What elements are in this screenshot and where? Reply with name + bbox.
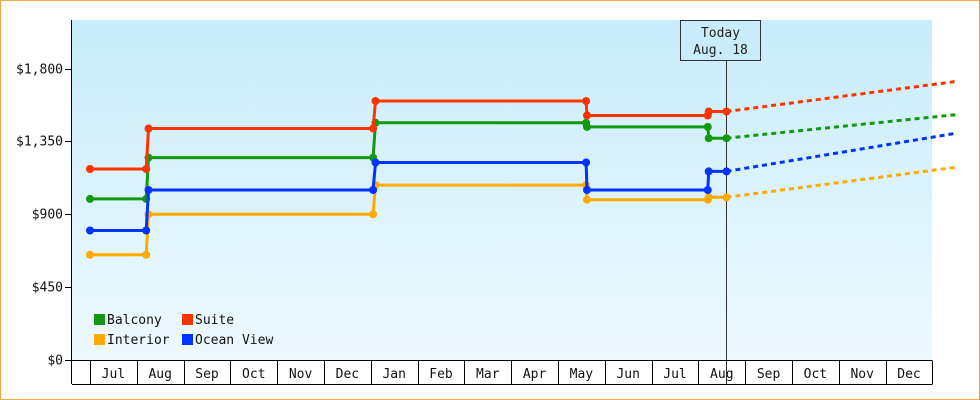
y-tick-label: $450: [32, 281, 63, 296]
data-point: [369, 124, 378, 133]
legend-item-interior: Interior: [94, 333, 170, 348]
forecast-line-interior: [726, 165, 956, 199]
data-point: [86, 194, 94, 203]
data-point: [369, 210, 378, 219]
y-tick-label: $1,800: [16, 63, 63, 78]
month-label: Jun: [616, 367, 639, 382]
today-box: [680, 20, 761, 61]
month-label: Aug: [710, 367, 733, 382]
legend-swatch: [94, 314, 105, 325]
legend-swatch: [94, 334, 105, 345]
legend-swatch: [182, 314, 193, 325]
data-point: [704, 193, 713, 202]
data-point: [582, 158, 591, 167]
month-label: Nov: [289, 367, 313, 382]
data-point: [704, 134, 713, 143]
month-label: Nov: [850, 367, 874, 382]
data-point: [371, 158, 380, 167]
data-point: [371, 97, 380, 105]
data-point: [369, 186, 378, 194]
month-label: Oct: [242, 367, 265, 382]
legend-label: Interior: [107, 333, 170, 348]
month-label: May: [570, 367, 594, 382]
y-tick-label: $1,350: [16, 135, 63, 150]
data-point: [704, 167, 713, 176]
series-line-ocean-view: [90, 161, 727, 232]
today-date-label: Aug. 18: [693, 43, 748, 58]
data-point: [144, 124, 153, 133]
data-point: [722, 167, 731, 176]
data-point: [142, 226, 151, 235]
series-ocean-view: [86, 131, 957, 235]
legend-item-ocean-view: Ocean View: [182, 333, 273, 348]
data-point: [722, 134, 731, 143]
month-label: Feb: [429, 367, 453, 382]
forecast-line-ocean-view: [726, 131, 957, 173]
month-label: Aug: [148, 367, 171, 382]
data-point: [704, 107, 713, 116]
legend-item-suite: Suite: [182, 313, 234, 328]
data-point: [582, 97, 591, 105]
month-label: Sep: [195, 367, 219, 382]
data-point: [86, 165, 94, 173]
legend-label: Suite: [195, 313, 234, 328]
data-point: [722, 107, 731, 116]
data-point: [583, 111, 591, 120]
y-tick-label: $900: [32, 208, 63, 223]
month-label: Jul: [102, 367, 125, 382]
data-point: [583, 195, 591, 204]
legend-label: Balcony: [107, 313, 162, 328]
data-point: [142, 165, 151, 173]
month-label: Dec: [336, 367, 359, 382]
data-point: [703, 122, 712, 131]
data-point: [142, 250, 151, 259]
series-line-balcony: [90, 121, 727, 201]
data-point: [583, 122, 591, 131]
month-label: Jan: [382, 367, 405, 382]
legend-swatch: [182, 334, 193, 345]
forecast-line-suite: [726, 80, 956, 113]
month-label: Oct: [804, 367, 827, 382]
month-label: Sep: [757, 367, 781, 382]
data-point: [722, 193, 731, 202]
month-label: Dec: [897, 367, 920, 382]
data-point: [144, 186, 153, 194]
data-point: [86, 250, 94, 259]
data-point: [86, 226, 94, 235]
today-label: Today: [701, 26, 740, 41]
forecast-line-balcony: [726, 113, 956, 140]
data-point: [583, 186, 591, 194]
month-label: Apr: [523, 367, 547, 382]
month-label: Jul: [663, 367, 686, 382]
month-label: Mar: [476, 367, 500, 382]
legend-item-balcony: Balcony: [94, 313, 162, 328]
data-point: [703, 186, 712, 194]
y-tick-label: $0: [47, 354, 63, 369]
series-suite: [86, 80, 956, 173]
legend-label: Ocean View: [195, 333, 273, 348]
